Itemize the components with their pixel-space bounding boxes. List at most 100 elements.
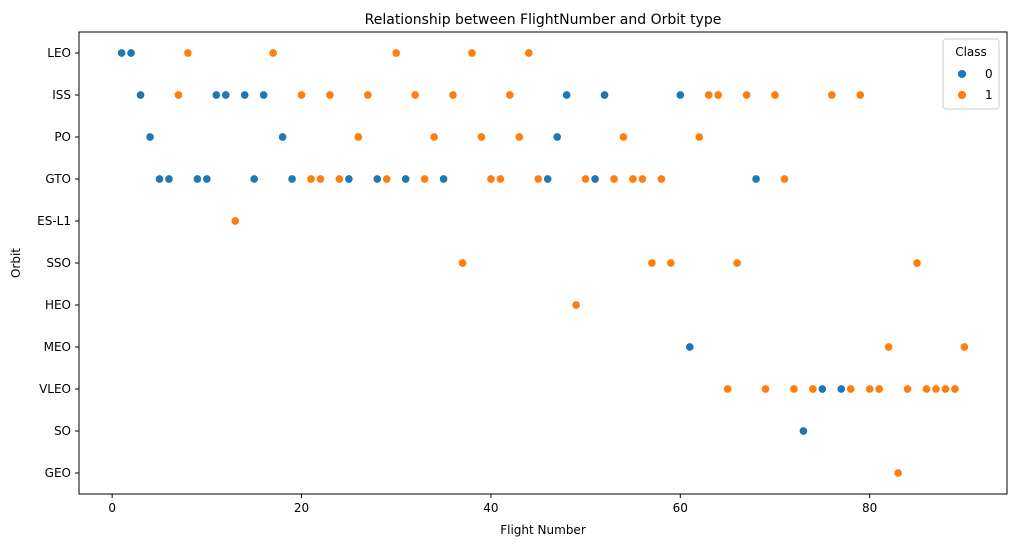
data-point	[325, 90, 335, 100]
chart-title: Relationship between FlightNumber and Or…	[365, 12, 722, 28]
y-tick-label: MEO	[44, 340, 71, 354]
data-point	[817, 384, 827, 394]
data-point	[117, 48, 127, 58]
data-point	[959, 342, 969, 352]
data-point	[164, 174, 174, 184]
data-point	[438, 174, 449, 184]
data-point	[391, 48, 401, 58]
y-tick-label: HEO	[45, 298, 71, 312]
y-tick-label: SO	[54, 424, 71, 438]
data-point	[221, 90, 231, 100]
y-tick-label: SSO	[46, 256, 71, 270]
data-point	[779, 174, 790, 184]
legend-marker-class-0	[957, 69, 967, 79]
data-point	[126, 48, 136, 58]
y-axis: LEO ISS PO GTO ES-L1 SSO HEO MEO VLEO SO GEO	[37, 46, 79, 480]
data-point	[656, 174, 666, 184]
data-point	[562, 90, 572, 100]
data-point	[590, 174, 600, 184]
data-point	[183, 48, 193, 58]
legend-title: Class	[955, 45, 987, 59]
data-point	[306, 174, 316, 184]
data-point	[211, 90, 221, 100]
data-point	[476, 132, 487, 142]
data-point	[334, 174, 344, 184]
data-point	[713, 90, 723, 100]
data-point	[581, 174, 591, 184]
data-point	[836, 384, 846, 394]
x-tick-label: 20	[294, 501, 309, 515]
data-point	[760, 384, 771, 394]
legend-marker-class-1	[957, 90, 967, 100]
data-point	[505, 90, 515, 100]
data-point	[240, 90, 250, 100]
data-point	[874, 384, 884, 394]
y-tick-label: ES-L1	[37, 214, 71, 228]
data-point	[401, 174, 411, 184]
data-point	[259, 90, 269, 100]
data-point	[675, 90, 685, 100]
data-point	[363, 90, 373, 100]
data-point	[514, 132, 524, 142]
y-axis-label: Orbit	[9, 248, 23, 278]
y-tick-label: GTO	[45, 172, 71, 186]
y-tick-label: GEO	[45, 466, 71, 480]
data-point	[287, 174, 297, 184]
data-point	[457, 258, 468, 268]
data-point	[893, 468, 903, 478]
data-point	[278, 132, 288, 142]
data-point	[609, 174, 619, 184]
data-point	[552, 132, 562, 142]
data-point	[637, 174, 648, 184]
data-point	[742, 90, 752, 100]
data-point	[694, 132, 704, 142]
data-point	[628, 174, 638, 184]
data-point	[618, 132, 629, 142]
data-point	[723, 384, 733, 394]
data-point	[420, 174, 430, 184]
x-axis-label: Flight Number	[500, 523, 586, 537]
y-tick-label: ISS	[52, 88, 71, 102]
data-point	[827, 90, 837, 100]
data-point	[372, 174, 382, 184]
data-point	[145, 132, 155, 142]
plot-area-frame	[78, 31, 1008, 495]
data-point	[429, 132, 439, 142]
data-point	[789, 384, 799, 394]
data-point	[884, 342, 894, 352]
y-tick-label: LEO	[47, 46, 71, 60]
data-point	[751, 174, 761, 184]
data-point	[666, 258, 676, 268]
legend-entry-class-1: 1	[985, 88, 993, 102]
data-point	[846, 384, 856, 394]
data-point	[154, 174, 165, 184]
data-point	[315, 174, 326, 184]
data-point	[268, 48, 278, 58]
data-point	[647, 258, 657, 268]
data-point	[704, 90, 714, 100]
data-point	[798, 426, 808, 436]
y-tick-label: PO	[54, 130, 71, 144]
legend-entry-class-0: 0	[985, 67, 993, 81]
data-point	[382, 174, 392, 184]
data-point	[344, 174, 354, 184]
data-point	[192, 174, 202, 184]
data-point	[685, 342, 695, 352]
data-point	[410, 90, 420, 100]
data-point	[855, 90, 865, 100]
legend-box	[942, 38, 1000, 110]
data-point	[486, 174, 496, 184]
y-tick-label: VLEO	[39, 382, 71, 396]
data-point	[533, 174, 543, 184]
data-point	[467, 48, 477, 58]
data-point	[202, 174, 212, 184]
data-point	[940, 384, 951, 394]
data-point	[296, 90, 307, 100]
data-point	[173, 90, 184, 100]
data-point	[912, 258, 922, 268]
x-tick-label: 0	[108, 501, 116, 515]
data-point	[808, 384, 818, 394]
x-tick-label: 80	[862, 501, 877, 515]
data-point	[230, 216, 240, 226]
